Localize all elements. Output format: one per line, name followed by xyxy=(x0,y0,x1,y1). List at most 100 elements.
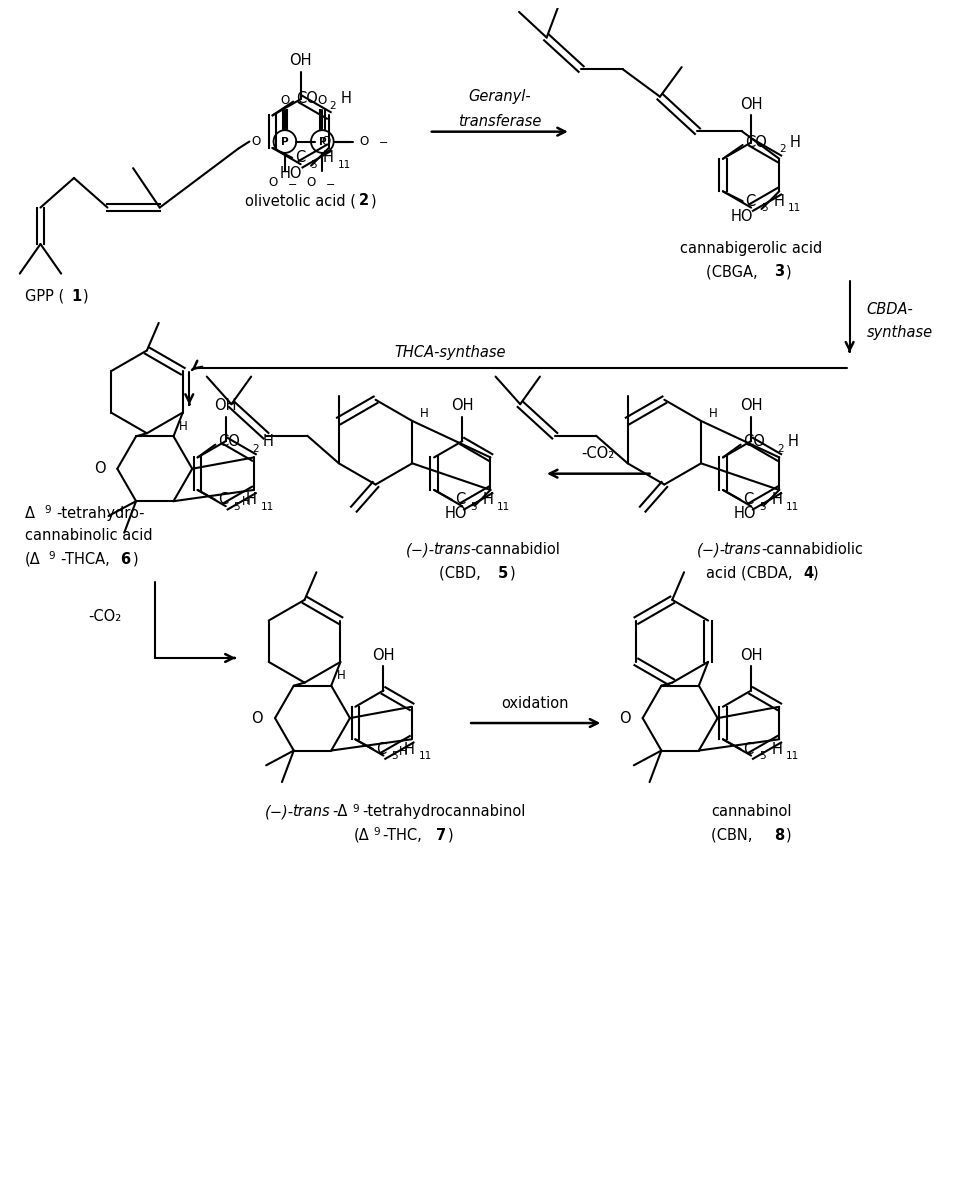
Text: HO: HO xyxy=(733,506,756,521)
Text: CO: CO xyxy=(744,434,765,450)
Text: ): ) xyxy=(371,193,376,208)
Text: 9: 9 xyxy=(48,552,55,561)
Text: 9: 9 xyxy=(373,827,380,838)
Text: C: C xyxy=(295,151,305,165)
Text: -tetrahydro-: -tetrahydro- xyxy=(56,506,145,520)
Text: 4: 4 xyxy=(803,566,813,580)
Text: CO: CO xyxy=(296,91,318,106)
Text: O: O xyxy=(317,94,327,107)
Text: 8: 8 xyxy=(774,827,784,843)
Text: C: C xyxy=(455,492,465,507)
Text: THCA-synthase: THCA-synthase xyxy=(395,345,507,360)
Text: 5: 5 xyxy=(311,160,317,169)
Text: H: H xyxy=(179,420,188,433)
Text: P: P xyxy=(318,137,326,146)
Text: 11: 11 xyxy=(786,751,799,762)
Text: -cannabidiolic: -cannabidiolic xyxy=(761,543,863,557)
Text: 2: 2 xyxy=(777,444,784,453)
Text: −: − xyxy=(325,180,335,189)
Text: 5: 5 xyxy=(391,751,398,762)
Text: H: H xyxy=(771,742,782,757)
Text: C: C xyxy=(744,492,754,507)
Text: H: H xyxy=(708,406,717,419)
Text: H: H xyxy=(341,91,351,106)
Text: H: H xyxy=(420,406,428,419)
Text: CO: CO xyxy=(218,434,240,450)
Text: 2: 2 xyxy=(779,144,786,154)
Text: −: − xyxy=(378,139,388,148)
Text: OH: OH xyxy=(372,647,395,663)
Text: H: H xyxy=(403,742,414,757)
Text: O: O xyxy=(94,461,105,477)
Text: ): ) xyxy=(786,827,791,843)
Text: 2: 2 xyxy=(359,193,369,208)
Text: Geranyl-: Geranyl- xyxy=(468,88,531,104)
Text: trans: trans xyxy=(724,543,761,557)
Text: P: P xyxy=(281,137,289,146)
Text: HO: HO xyxy=(280,166,303,181)
Text: 11: 11 xyxy=(261,501,274,512)
Text: GPP (: GPP ( xyxy=(25,288,64,304)
Text: H: H xyxy=(790,134,801,149)
Text: -tetrahydrocannabinol: -tetrahydrocannabinol xyxy=(362,804,525,819)
Text: H: H xyxy=(771,492,782,507)
Text: 11: 11 xyxy=(338,160,351,169)
Text: (−)-: (−)- xyxy=(406,543,435,557)
Text: trans: trans xyxy=(291,804,329,819)
Text: ): ) xyxy=(510,566,515,580)
Text: 9: 9 xyxy=(352,804,359,813)
Text: OH: OH xyxy=(290,53,312,68)
Text: H: H xyxy=(482,492,493,507)
Text: OH: OH xyxy=(451,398,474,413)
Text: O: O xyxy=(251,135,261,148)
Text: olivetolic acid (: olivetolic acid ( xyxy=(245,193,356,208)
Text: H: H xyxy=(246,492,257,507)
Text: 5: 5 xyxy=(234,501,240,512)
Text: OH: OH xyxy=(740,398,762,413)
Text: O: O xyxy=(306,177,316,189)
Text: 11: 11 xyxy=(419,751,431,762)
Text: (CBN,: (CBN, xyxy=(711,827,758,843)
Text: OH: OH xyxy=(740,647,762,663)
Text: transferase: transferase xyxy=(458,114,541,129)
Text: oxidation: oxidation xyxy=(502,696,569,711)
Text: 2: 2 xyxy=(330,100,336,111)
Text: C: C xyxy=(746,194,756,208)
Text: Δ: Δ xyxy=(25,506,35,520)
Text: 11: 11 xyxy=(786,501,799,512)
Text: 2: 2 xyxy=(252,444,259,453)
Text: O: O xyxy=(268,177,278,189)
Text: H: H xyxy=(788,434,799,450)
Text: −: − xyxy=(289,180,297,189)
Text: C: C xyxy=(376,742,386,757)
Text: -Δ: -Δ xyxy=(332,804,347,819)
Text: 5: 5 xyxy=(470,501,477,512)
Text: cannabigerolic acid: cannabigerolic acid xyxy=(680,241,822,257)
Text: synthase: synthase xyxy=(867,325,932,340)
Text: HO: HO xyxy=(445,506,467,521)
Text: H: H xyxy=(337,670,345,683)
Text: 9: 9 xyxy=(44,505,51,516)
Text: OH: OH xyxy=(214,398,237,413)
Text: ): ) xyxy=(133,552,139,567)
Text: H: H xyxy=(322,151,334,165)
Text: cannabinol: cannabinol xyxy=(711,804,791,819)
Text: acid (CBDA,: acid (CBDA, xyxy=(705,566,797,580)
Text: C: C xyxy=(744,742,754,757)
Text: CBDA-: CBDA- xyxy=(867,301,913,317)
Text: 11: 11 xyxy=(788,204,801,213)
Text: -THCA,: -THCA, xyxy=(61,552,115,567)
Text: ): ) xyxy=(786,264,791,279)
Text: 1: 1 xyxy=(71,288,81,304)
Text: CO: CO xyxy=(746,134,767,149)
Text: C: C xyxy=(218,492,229,507)
Text: H: H xyxy=(773,194,784,208)
Text: (−)-: (−)- xyxy=(697,543,726,557)
Text: O: O xyxy=(620,711,631,725)
Text: 5: 5 xyxy=(760,204,767,213)
Text: HO: HO xyxy=(731,210,753,225)
Text: H: H xyxy=(262,434,273,450)
Text: 5: 5 xyxy=(758,751,765,762)
Text: trans: trans xyxy=(432,543,470,557)
Text: -cannabidiol: -cannabidiol xyxy=(470,543,560,557)
